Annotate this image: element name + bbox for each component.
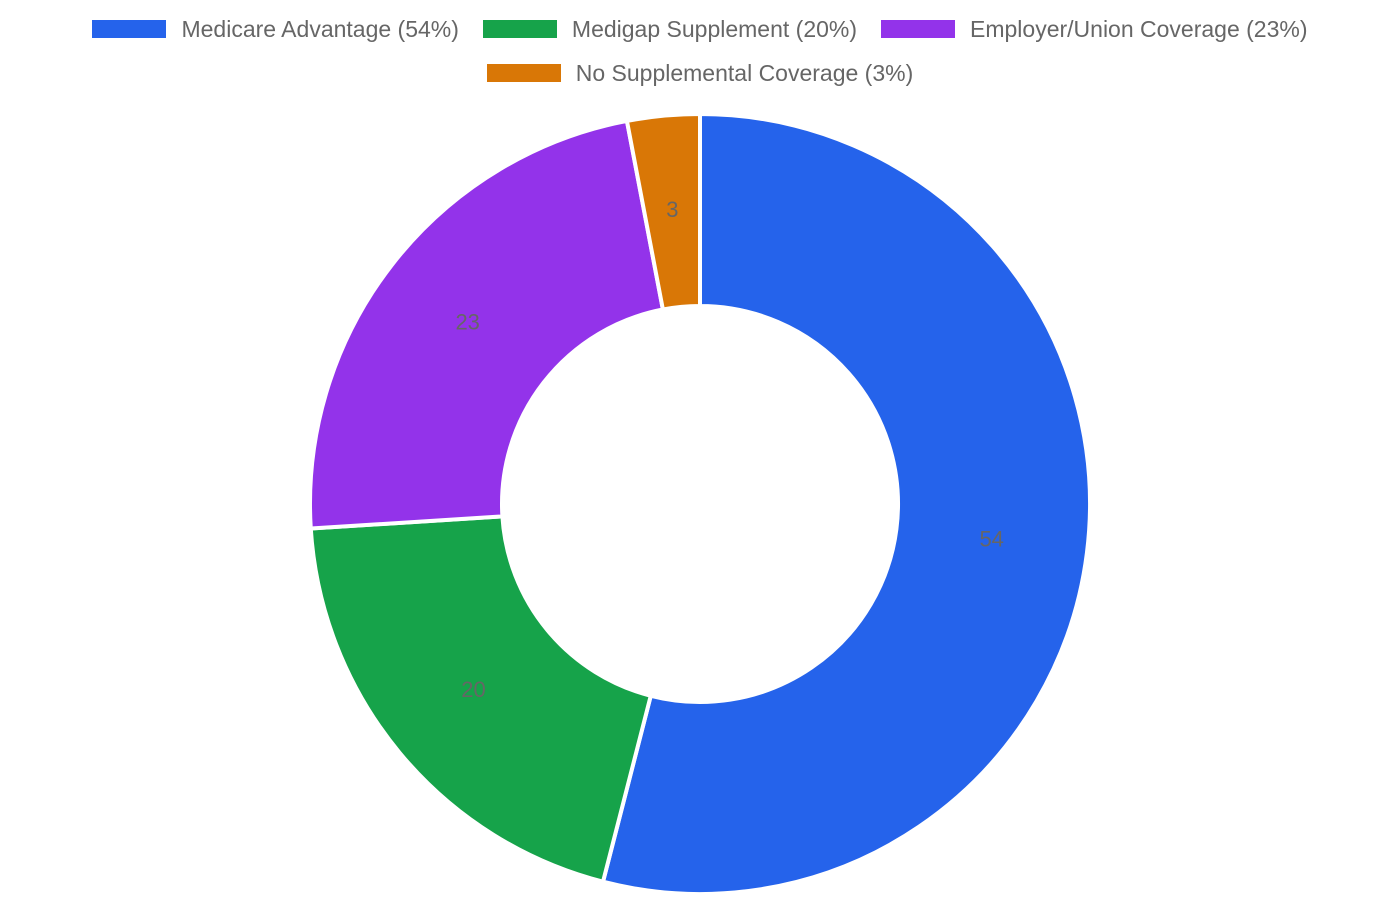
- legend-item-medicare-advantage[interactable]: Medicare Advantage (54%): [92, 14, 459, 44]
- legend-row-2: No Supplemental Coverage (3%): [0, 58, 1400, 88]
- donut-slices: [308, 111, 1092, 896]
- donut-slice-employer-union-coverage[interactable]: [308, 118, 666, 531]
- legend-swatch-no-supplemental-coverage: [486, 64, 561, 82]
- legend-item-medigap-supplement[interactable]: Medigap Supplement (20%): [482, 14, 858, 44]
- legend-swatch-medicare-advantage: [92, 20, 167, 38]
- legend-label-no-supplemental-coverage: No Supplemental Coverage (3%): [575, 59, 914, 86]
- legend-label-employer-union-coverage: Employer/Union Coverage (23%): [970, 15, 1308, 42]
- data-label-medicare-advantage: 54: [979, 527, 1003, 552]
- legend-label-medicare-advantage: Medicare Advantage (54%): [181, 15, 459, 42]
- legend-item-employer-union-coverage[interactable]: Employer/Union Coverage (23%): [881, 14, 1308, 44]
- chart-legend: Medicare Advantage (54%) Medigap Supplem…: [0, 14, 1400, 88]
- donut-slice-medigap-supplement[interactable]: [308, 514, 654, 885]
- legend-label-medigap-supplement: Medigap Supplement (20%): [571, 15, 858, 42]
- legend-item-no-supplemental-coverage[interactable]: No Supplemental Coverage (3%): [486, 58, 914, 88]
- donut-slice-no-supplemental-coverage[interactable]: [624, 111, 702, 312]
- data-label-no-supplemental-coverage: 3: [666, 197, 678, 222]
- legend-swatch-medigap-supplement: [482, 20, 557, 38]
- donut-slice-medicare-advantage[interactable]: [600, 111, 1092, 896]
- data-label-employer-union-coverage: 23: [455, 310, 479, 335]
- legend-row-1: Medicare Advantage (54%) Medigap Supplem…: [0, 14, 1400, 44]
- data-label-medigap-supplement: 20: [461, 677, 485, 702]
- legend-swatch-employer-union-coverage: [881, 20, 956, 38]
- donut-data-labels: 54 20 23 3: [455, 197, 1003, 702]
